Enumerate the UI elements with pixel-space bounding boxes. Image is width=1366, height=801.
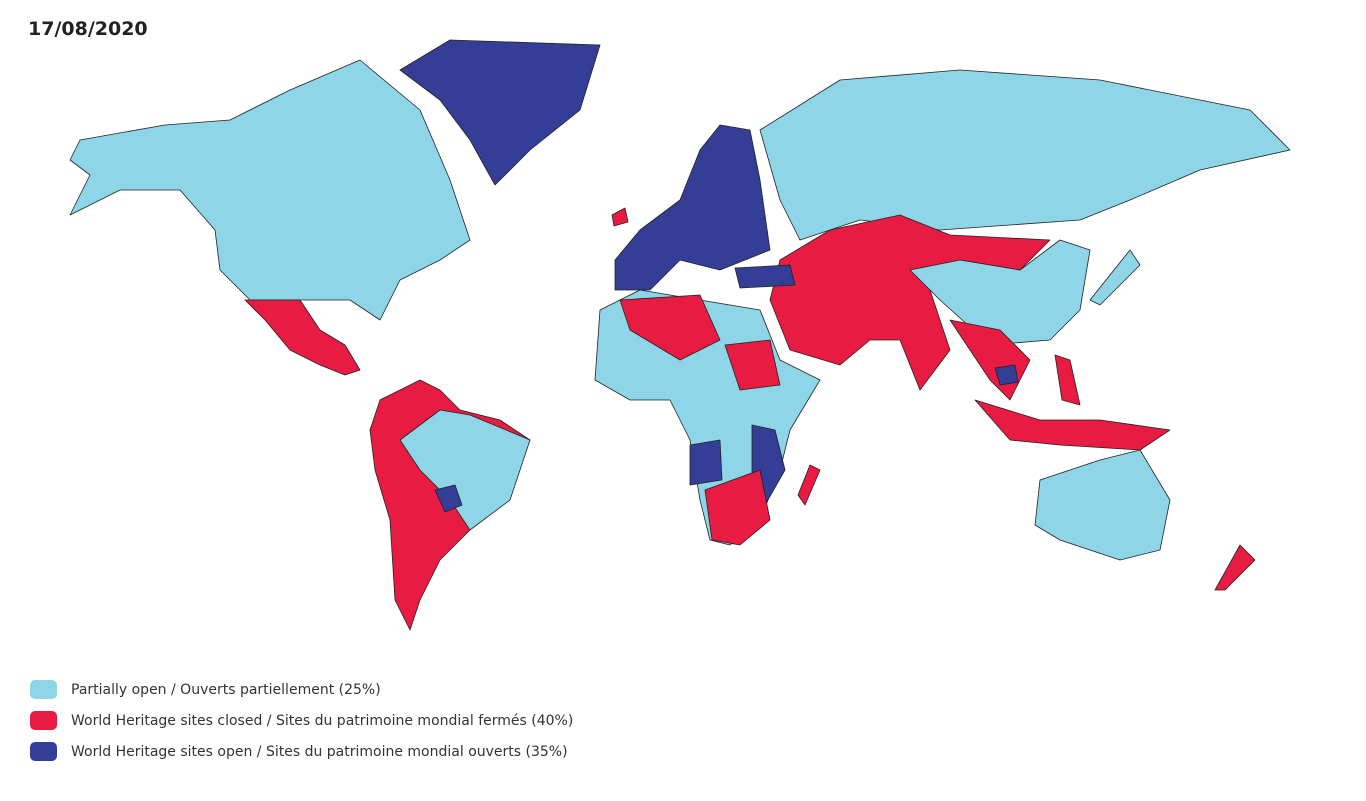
japan bbox=[1089, 249, 1141, 306]
angola bbox=[689, 439, 723, 486]
russia bbox=[759, 69, 1291, 241]
legend-label: World Heritage sites closed / Sites du p… bbox=[71, 712, 574, 729]
sudan bbox=[724, 339, 781, 391]
paraguay bbox=[434, 484, 463, 513]
legend-item: World Heritage sites closed / Sites du p… bbox=[30, 705, 573, 736]
map-date: 17/08/2020 bbox=[28, 18, 148, 40]
central-america bbox=[244, 299, 361, 376]
ireland bbox=[611, 207, 629, 227]
world-map bbox=[69, 39, 1291, 631]
legend-label: Partially open / Ouverts partiellement (… bbox=[71, 681, 381, 698]
cambodia bbox=[994, 364, 1019, 386]
madagascar bbox=[797, 464, 821, 506]
legend-swatch bbox=[30, 680, 57, 699]
china bbox=[909, 239, 1091, 346]
southern-africa bbox=[704, 469, 771, 546]
asia-west-south bbox=[769, 214, 1051, 391]
indonesia bbox=[974, 399, 1171, 451]
legend-swatch bbox=[30, 742, 57, 761]
philippines bbox=[1054, 354, 1081, 406]
legend-item: World Heritage sites open / Sites du pat… bbox=[30, 736, 573, 767]
turkey bbox=[734, 264, 796, 289]
europe bbox=[614, 124, 771, 291]
legend-label: World Heritage sites open / Sites du pat… bbox=[71, 743, 568, 760]
north-america bbox=[69, 59, 471, 321]
brazil bbox=[399, 409, 531, 531]
legend-item: Partially open / Ouverts partiellement (… bbox=[30, 674, 573, 705]
new-zealand bbox=[1214, 544, 1256, 591]
legend: Partially open / Ouverts partiellement (… bbox=[30, 674, 573, 767]
australia bbox=[1034, 449, 1171, 561]
greenland bbox=[399, 39, 601, 186]
legend-swatch bbox=[30, 711, 57, 730]
north-africa bbox=[619, 294, 721, 361]
